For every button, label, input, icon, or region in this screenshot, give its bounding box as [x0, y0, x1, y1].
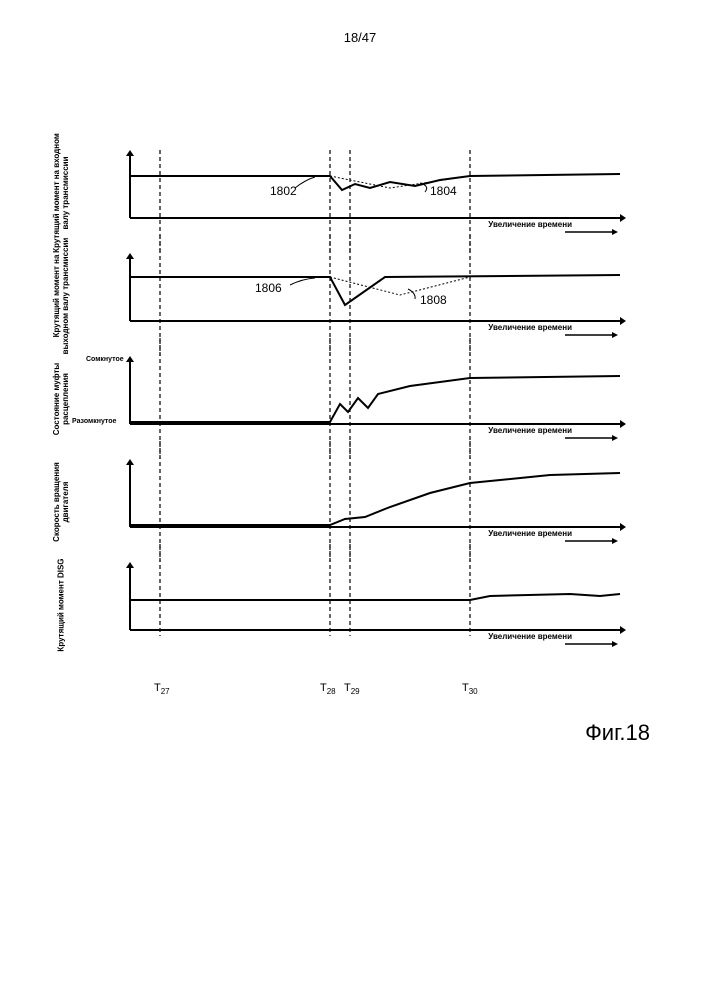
ylabel-clutch-closed: Сомкнутое [86, 356, 124, 363]
panel-disg-torque: Крутящий момент DISG Увеличение времени [80, 562, 640, 647]
ref-1804: 1804 [430, 184, 457, 198]
xlabel: Увеличение времени [488, 426, 572, 435]
xlabel: Увеличение времени [488, 323, 572, 332]
chart-container: Крутящий момент на входном валу трансмис… [80, 150, 640, 665]
panel-engine-speed: Скорость вращения двигателя Увеличение в… [80, 459, 640, 544]
ylabel-clutch-open: Разомкнутое [72, 418, 116, 425]
xlabel: Увеличение времени [488, 529, 572, 538]
ref-1802: 1802 [270, 184, 297, 198]
time-t29: T29 [344, 682, 360, 696]
panel-input-torque: Крутящий момент на входном валу трансмис… [80, 150, 640, 235]
ylabel-clutch-state: Состояние муфты расцепления [53, 339, 71, 459]
time-t27: T27 [154, 682, 170, 696]
xlabel: Увеличение времени [488, 632, 572, 641]
figure-caption: Фиг.18 [585, 720, 650, 746]
xlabel: Увеличение времени [488, 220, 572, 229]
page-number: 18/47 [344, 30, 377, 45]
time-t28: T28 [320, 682, 336, 696]
panel-clutch-state: Состояние муфты расцепления Сомкнутое Ра… [80, 356, 640, 441]
time-t30: T30 [462, 682, 478, 696]
ylabel-output-torque: Крутящий момент на выходном валу трансми… [53, 236, 71, 356]
ylabel-input-torque: Крутящий момент на входном валу трансмис… [53, 133, 71, 253]
panel-output-torque: Крутящий момент на выходном валу трансми… [80, 253, 640, 338]
ylabel-engine-speed: Скорость вращения двигателя [53, 442, 71, 562]
ylabel-disg-torque: Крутящий момент DISG [58, 545, 67, 665]
ref-1808: 1808 [420, 293, 447, 307]
ref-1806: 1806 [255, 281, 282, 295]
